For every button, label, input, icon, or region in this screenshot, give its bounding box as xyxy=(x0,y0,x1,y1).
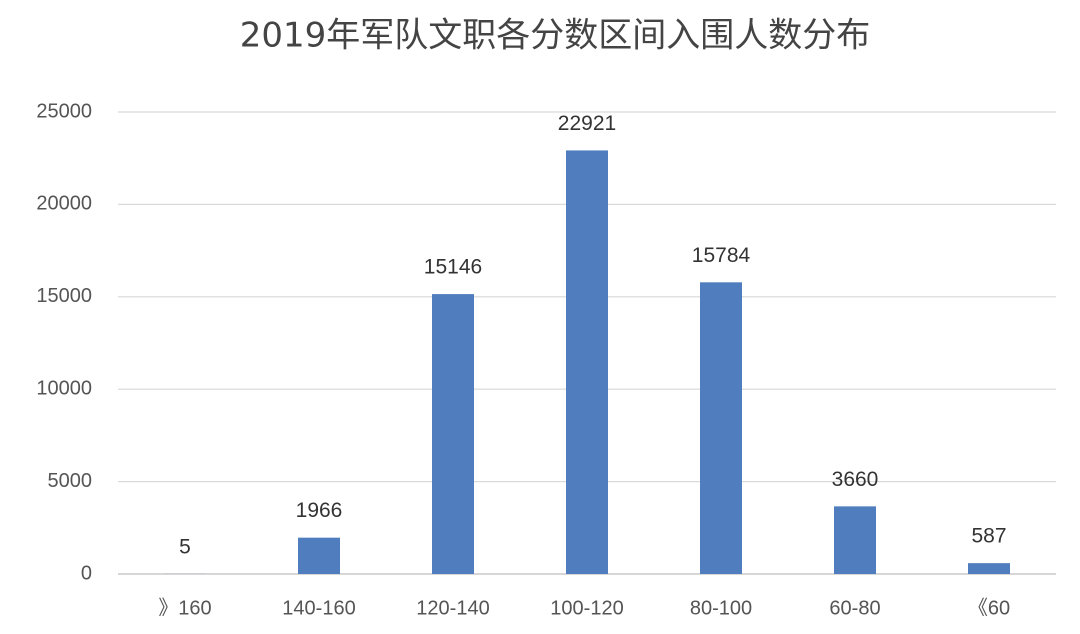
bar xyxy=(700,282,742,574)
value-label: 3660 xyxy=(832,468,879,491)
value-label: 15146 xyxy=(424,256,482,279)
x-tick-label: 140-160 xyxy=(282,597,355,619)
value-label: 22921 xyxy=(558,112,616,135)
y-tick-label: 15000 xyxy=(36,285,92,307)
x-tick-label: 120-140 xyxy=(416,597,489,619)
bar xyxy=(834,506,876,574)
bar xyxy=(566,150,608,574)
y-tick-label: 10000 xyxy=(36,377,92,399)
x-tick-label: 80-100 xyxy=(690,597,752,619)
bar xyxy=(968,563,1010,574)
value-label: 587 xyxy=(971,525,1006,548)
y-tick-label: 20000 xyxy=(36,193,92,215)
x-tick-label: 60-80 xyxy=(829,597,880,619)
x-tick-label: 》160 xyxy=(158,597,211,619)
chart-title: 2019年军队文职各分数区间入围人数分布 xyxy=(240,16,871,56)
y-tick-label: 25000 xyxy=(36,100,92,122)
bar xyxy=(298,537,340,574)
y-tick-label: 0 xyxy=(81,562,92,584)
x-tick-label: 《60 xyxy=(968,597,1010,619)
bar xyxy=(432,294,474,574)
value-label: 5 xyxy=(179,535,191,558)
value-label: 15784 xyxy=(692,244,751,267)
value-label: 1966 xyxy=(296,499,343,522)
x-tick-label: 100-120 xyxy=(550,597,623,619)
y-tick-label: 5000 xyxy=(48,470,93,492)
